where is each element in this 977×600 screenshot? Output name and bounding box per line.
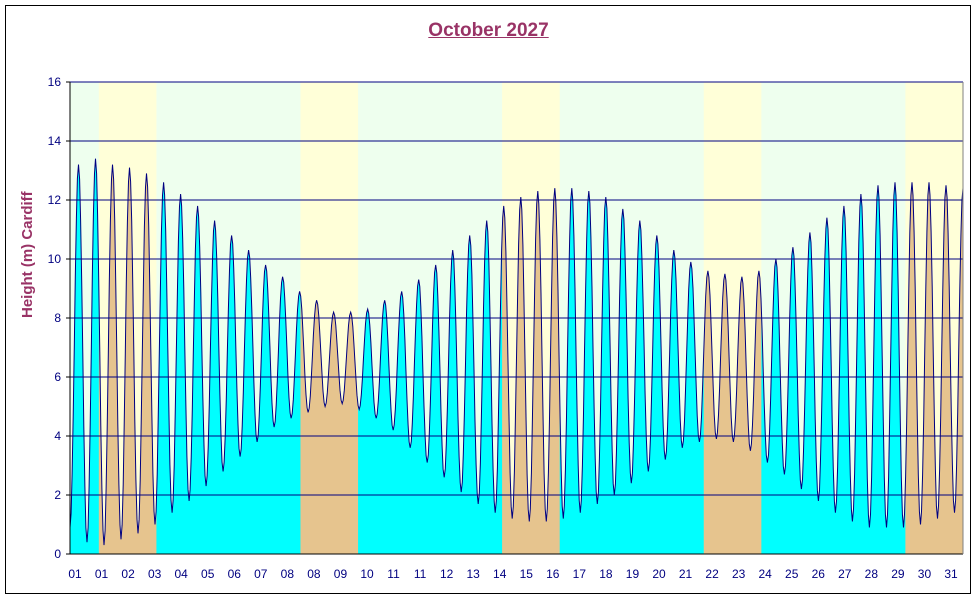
x-tick-label: 21 (679, 567, 693, 581)
y-tick-label: 0 (54, 547, 61, 561)
x-tick-label: 27 (838, 567, 852, 581)
chart-title: October 2027 (428, 20, 549, 41)
x-tick-label: 10 (360, 567, 374, 581)
tide-height-line (69, 158, 964, 546)
x-tick-label: 09 (334, 567, 348, 581)
x-tick-label: 13 (467, 567, 481, 581)
axes (66, 81, 964, 555)
x-tick-label: 01 (95, 567, 109, 581)
y-tick-label: 14 (48, 134, 62, 148)
y-tick-label: 2 (54, 488, 61, 502)
x-tick-label: 31 (944, 567, 958, 581)
x-tick-label: 15 (520, 567, 534, 581)
x-tick-label: 24 (759, 567, 773, 581)
x-tick-label: 28 (865, 567, 879, 581)
x-tick-label: 02 (121, 567, 135, 581)
x-tick-label: 04 (175, 567, 189, 581)
x-tick-label: 18 (599, 567, 613, 581)
x-tick-label: 11 (414, 567, 427, 581)
x-tick-label: 16 (546, 567, 560, 581)
x-tick-label: 12 (440, 567, 454, 581)
x-tick-labels: 01 01 02 03 04 05 06 07 08 08 09 10 11 11 12 13 14 15 16 17… (68, 567, 958, 581)
y-tick-label: 16 (48, 75, 62, 89)
x-tick-label: 25 (785, 567, 799, 581)
y-tick-label: 4 (54, 429, 61, 443)
y-tick-label: 12 (48, 193, 62, 207)
x-tick-label: 14 (493, 567, 507, 581)
x-tick-label: 08 (281, 567, 295, 581)
x-tick-label: 30 (918, 567, 932, 581)
x-tick-label: 03 (148, 567, 162, 581)
x-tick-label: 26 (812, 567, 826, 581)
x-tick-label: 22 (705, 567, 719, 581)
x-tick-label: 05 (201, 567, 215, 581)
x-tick-label: 11 (387, 567, 400, 581)
x-tick-label: 07 (254, 567, 268, 581)
y-tick-label: 6 (54, 370, 61, 384)
tide-line (69, 158, 964, 546)
x-tick-label: 08 (307, 567, 321, 581)
x-tick-label: 19 (626, 567, 640, 581)
x-tick-label: 17 (573, 567, 587, 581)
x-tick-label: 01 (68, 567, 82, 581)
x-tick-label: 20 (652, 567, 666, 581)
x-tick-label: 23 (732, 567, 746, 581)
y-tick-label: 10 (48, 252, 62, 266)
y-tick-labels: 0 2 4 6 8 10 12 14 16 (48, 75, 62, 561)
x-tick-label: 06 (228, 567, 242, 581)
y-tick-label: 8 (54, 311, 61, 325)
gridlines (70, 81, 963, 496)
x-tick-label: 29 (891, 567, 905, 581)
